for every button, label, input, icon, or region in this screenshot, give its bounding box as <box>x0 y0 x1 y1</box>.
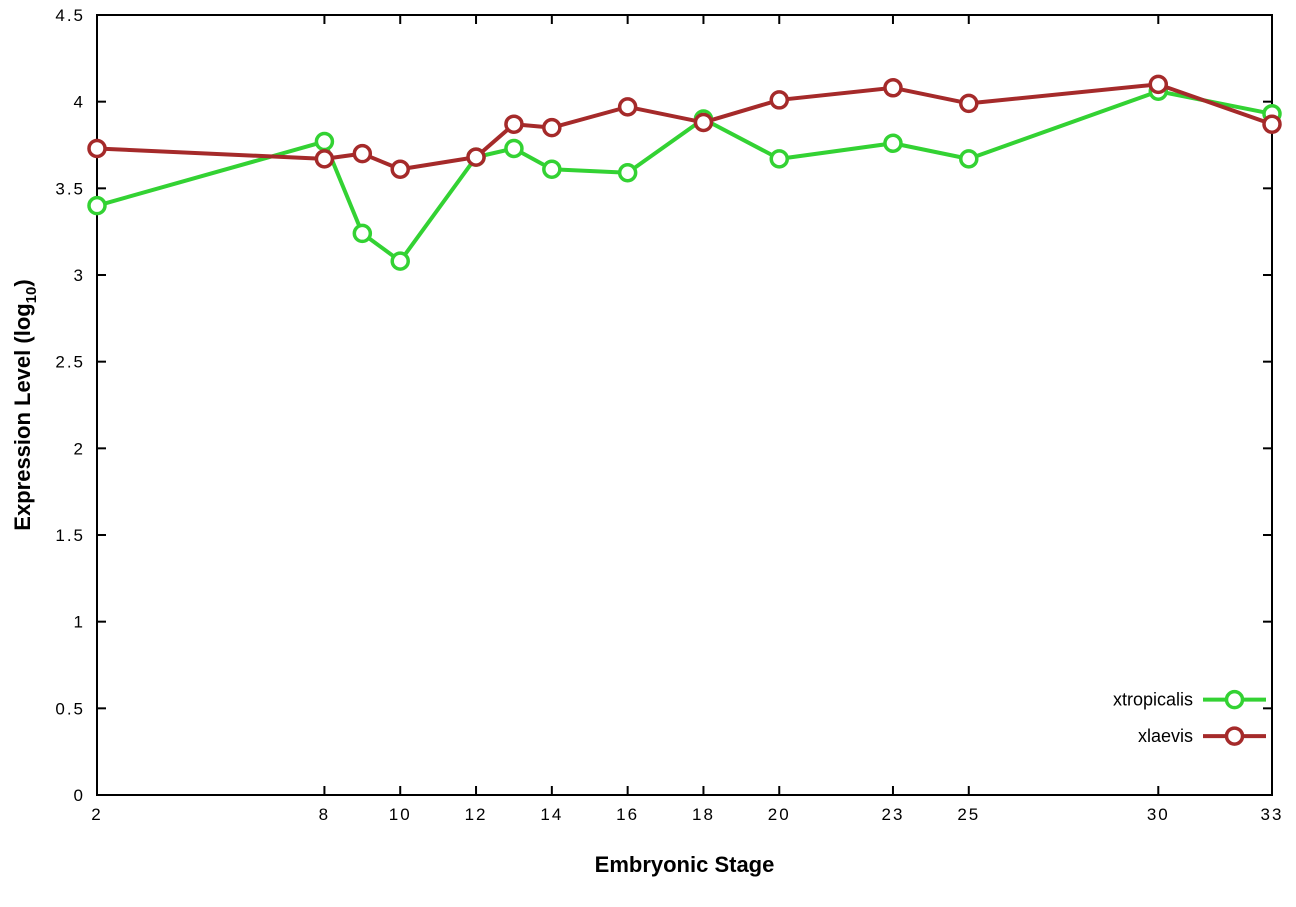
marker-xlaevis-stage-30 <box>1148 74 1169 95</box>
y-tick-label: 4.5 <box>55 6 85 25</box>
marker-xlaevis-stage-2 <box>87 138 107 159</box>
marker-xtropicalis-stage-9 <box>352 223 373 244</box>
y-tick-label: 1.5 <box>55 526 85 545</box>
marker-xlaevis-stage-9 <box>352 143 373 164</box>
x-tick-label: 12 <box>465 805 488 824</box>
y-tick-label: 0.5 <box>55 699 85 718</box>
marker-xtropicalis-stage-8 <box>314 131 335 152</box>
y-tick-label: 4 <box>74 93 85 112</box>
marker-xlaevis-stage-16 <box>617 97 638 117</box>
x-tick-label: 16 <box>616 805 639 824</box>
marker-xlaevis-stage-10 <box>390 159 410 180</box>
y-tick-label: 2.5 <box>55 353 85 372</box>
y-tick-label: 0 <box>74 786 85 805</box>
x-tick-label: 23 <box>882 805 905 824</box>
y-tick-label: 2 <box>74 439 85 458</box>
marker-xtropicalis-stage-13 <box>504 138 524 159</box>
marker-xlaevis-stage-23 <box>883 78 903 98</box>
marker-xlaevis-stage-25 <box>959 93 979 114</box>
marker-xtropicalis-stage-25 <box>959 149 979 169</box>
marker-xtropicalis-stage-16 <box>617 162 638 183</box>
y-tick-label: 3.5 <box>55 179 85 198</box>
x-tick-label: 2 <box>91 805 102 824</box>
x-tick-label: 30 <box>1147 805 1170 824</box>
marker-xlaevis-stage-18 <box>693 112 714 133</box>
marker-xlaevis-stage-13 <box>504 114 524 134</box>
legend-label-xtropicalis: xtropicalis <box>1113 690 1193 710</box>
x-tick-label: 8 <box>319 805 330 824</box>
marker-xlaevis-stage-20 <box>769 90 790 110</box>
marker-xtropicalis-stage-23 <box>883 133 903 154</box>
y-axis-title: Expression Level (log10) <box>10 279 40 530</box>
plot-border <box>96 14 1273 796</box>
legend-label-xlaevis: xlaevis <box>1138 726 1193 746</box>
y-tick-label: 3 <box>74 266 85 285</box>
marker-xtropicalis-stage-10 <box>390 251 410 271</box>
x-tick-label: 25 <box>957 805 980 824</box>
legend-marker-xtropicalis <box>1224 689 1245 710</box>
x-tick-label: 33 <box>1261 805 1284 824</box>
series-line-xlaevis <box>95 82 1274 172</box>
x-tick-label: 10 <box>389 805 412 824</box>
x-axis-title: Embryonic Stage <box>595 852 775 877</box>
marker-xlaevis-stage-12 <box>466 147 486 167</box>
x-tick-label: 20 <box>768 805 791 824</box>
x-tick-label: 18 <box>692 805 715 824</box>
marker-xtropicalis-stage-20 <box>769 149 790 169</box>
marker-xlaevis-stage-8 <box>314 149 335 169</box>
marker-xtropicalis-stage-14 <box>542 159 562 180</box>
y-tick-label: 1 <box>74 613 85 632</box>
marker-xtropicalis-stage-2 <box>87 195 107 216</box>
marker-xlaevis-stage-14 <box>542 117 562 138</box>
legend-marker-xlaevis <box>1224 726 1245 746</box>
marker-xlaevis-stage-33 <box>1262 114 1282 134</box>
x-tick-label: 14 <box>540 805 563 824</box>
